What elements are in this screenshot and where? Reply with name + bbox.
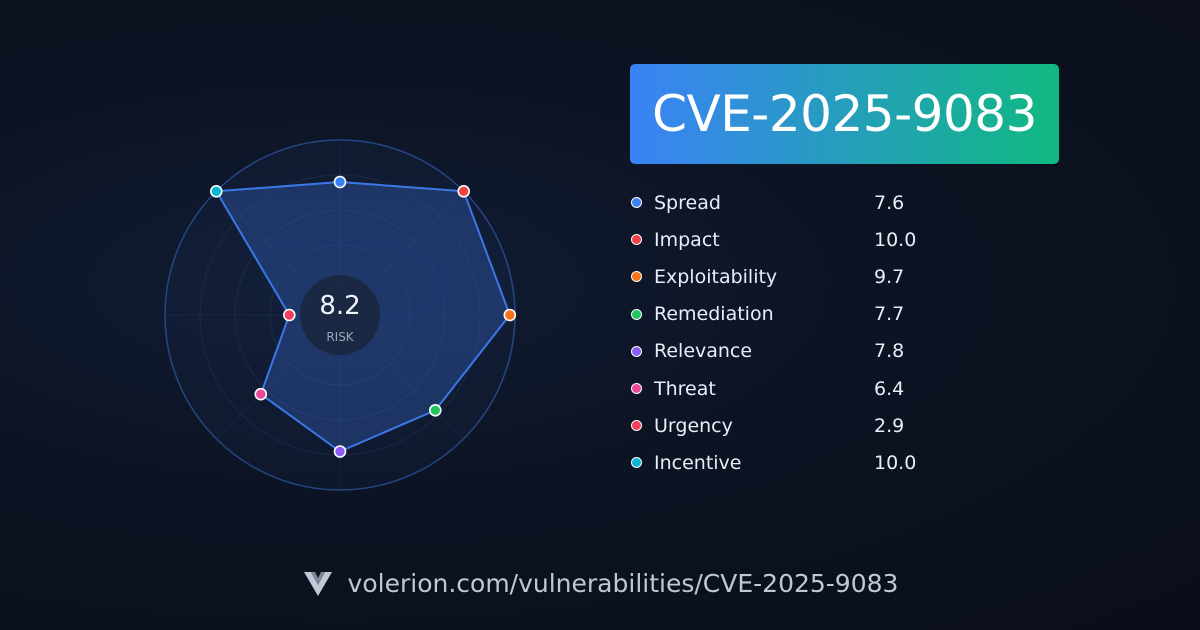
impact-dot-icon bbox=[631, 234, 642, 246]
radar-grid-ring bbox=[269, 244, 411, 386]
cve-link[interactable]: volerion.com/vulnerabilities/CVE-2025-90… bbox=[347, 568, 899, 598]
footer: volerion.com/vulnerabilities/CVE-2025-90… bbox=[0, 560, 1200, 606]
metric-label: Remediation bbox=[654, 303, 774, 326]
metric-row-remediation: Remediation 7.7 bbox=[630, 296, 950, 333]
radar-point-threat bbox=[254, 387, 268, 401]
radar-center-disc bbox=[300, 275, 380, 355]
radar-point-remediation bbox=[428, 403, 442, 417]
radar-point-impact bbox=[457, 185, 471, 198]
radar-point-incentive bbox=[210, 185, 223, 198]
metric-label: Exploitability bbox=[654, 265, 778, 288]
threat-dot-icon bbox=[631, 383, 642, 395]
metric-value: 7.6 bbox=[874, 191, 905, 214]
incentive-dot-icon bbox=[631, 457, 642, 469]
metric-row-relevance: Relevance 7.8 bbox=[630, 333, 950, 370]
cve-title: CVE-2025-9083 bbox=[652, 85, 1037, 143]
metric-value: 10.0 bbox=[874, 228, 917, 251]
radar-grid-ring bbox=[234, 209, 446, 421]
metric-label: Urgency bbox=[654, 414, 733, 437]
radar-point-relevance bbox=[333, 445, 347, 458]
volerion-logo-icon bbox=[303, 572, 332, 596]
relevance-dot-icon bbox=[631, 345, 642, 357]
metrics-legend: Spread 7.6 Impact 10.0 Exploitability 9.… bbox=[630, 184, 950, 482]
metric-row-threat: Threat 6.4 bbox=[630, 370, 950, 407]
urgency-dot-icon bbox=[631, 420, 642, 432]
metric-value: 6.4 bbox=[874, 377, 905, 400]
metric-row-exploitability: Exploitability 9.7 bbox=[630, 258, 950, 295]
radar-point-urgency bbox=[282, 308, 296, 322]
metric-label: Spread bbox=[654, 191, 721, 214]
cve-title-badge: CVE-2025-9083 bbox=[630, 64, 1059, 164]
metric-row-spread: Spread 7.6 bbox=[630, 184, 950, 221]
metric-value: 9.7 bbox=[874, 265, 905, 288]
metric-label: Threat bbox=[654, 377, 716, 400]
metric-value: 10.0 bbox=[874, 451, 917, 474]
radar-point-spread bbox=[333, 175, 347, 189]
metric-label: Impact bbox=[654, 228, 720, 251]
metric-row-incentive: Incentive 10.0 bbox=[630, 444, 950, 481]
radar-points bbox=[210, 175, 517, 458]
metric-row-impact: Impact 10.0 bbox=[630, 221, 950, 258]
metric-value: 7.8 bbox=[874, 340, 905, 363]
remediation-dot-icon bbox=[631, 308, 642, 320]
metric-label: Relevance bbox=[654, 340, 753, 363]
metric-label: Incentive bbox=[654, 451, 742, 474]
risk-label: RISK bbox=[326, 330, 354, 344]
exploitability-dot-icon bbox=[631, 271, 642, 283]
risk-score: 8.2 bbox=[319, 291, 360, 321]
metric-value: 2.9 bbox=[874, 414, 905, 437]
radar-chart: 8.2 RISK bbox=[164, 139, 517, 491]
metric-row-urgency: Urgency 2.9 bbox=[630, 407, 950, 444]
metric-value: 7.7 bbox=[874, 303, 905, 326]
spread-dot-icon bbox=[631, 197, 642, 209]
radar-point-exploitability bbox=[503, 308, 517, 322]
